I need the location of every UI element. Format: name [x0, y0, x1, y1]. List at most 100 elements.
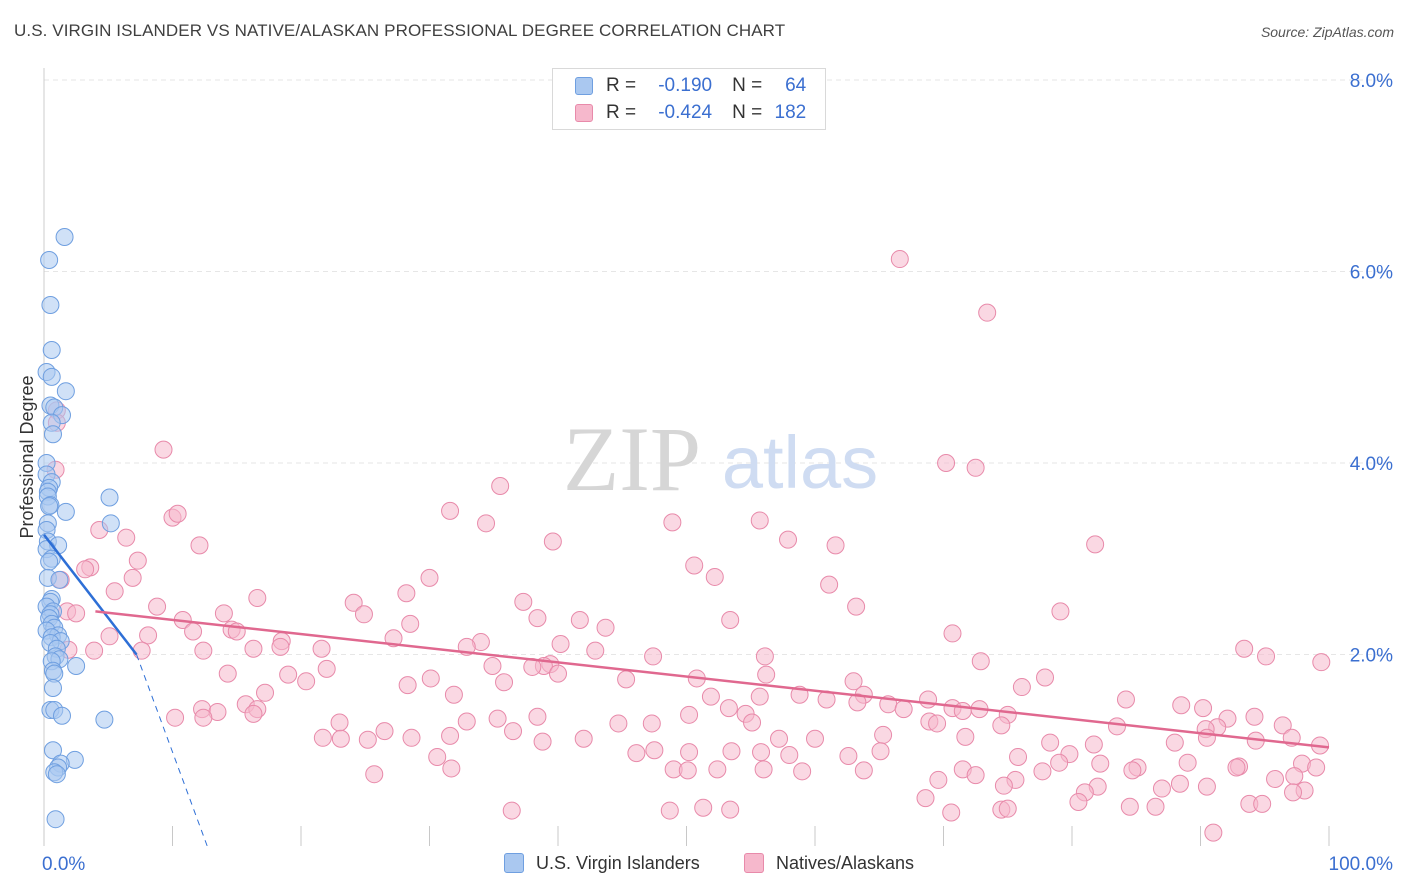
native-alaskan-point — [943, 624, 962, 643]
source-label: Source: ZipAtlas.com — [1260, 24, 1394, 40]
virgin-islander-point — [43, 425, 62, 444]
native-alaskan-point — [123, 568, 142, 587]
native-alaskan-point — [847, 597, 866, 616]
native-alaskan-point — [1285, 767, 1304, 786]
native-alaskan-point — [806, 729, 824, 748]
native-alaskan-point — [117, 528, 136, 547]
correlation-legend: R = -0.190 N = 64 R = -0.424 N = 182 — [552, 68, 826, 130]
native-alaskan-point — [1036, 668, 1055, 687]
native-alaskan-point — [551, 634, 570, 653]
native-alaskan-point — [721, 800, 740, 819]
y-tick-label: 8.0% — [1350, 71, 1393, 92]
native-alaskan-point — [780, 746, 799, 765]
native-alaskan-point — [953, 701, 972, 720]
y-tick-label: 4.0% — [1350, 454, 1393, 475]
x-tick-label-min: 0.0% — [42, 854, 85, 875]
n-label: N = — [732, 75, 763, 96]
native-alaskan-point — [992, 716, 1011, 735]
r-label: R = — [606, 102, 637, 123]
virgin-islander-point — [42, 341, 61, 360]
y-axis-title: Professional Degree — [17, 375, 37, 538]
native-alaskan-point — [998, 799, 1017, 818]
native-alaskan-point — [420, 568, 439, 587]
native-alaskan-point — [1050, 753, 1069, 772]
virgin-islander-point — [41, 296, 60, 315]
native-alaskan-point — [543, 532, 562, 551]
native-alaskan-point — [1197, 728, 1216, 747]
native-alaskan-point — [1273, 716, 1292, 735]
native-alaskan-point — [358, 730, 377, 749]
native-alaskan-point — [627, 744, 646, 763]
native-alaskan-point — [1197, 777, 1216, 796]
native-alaskan-point — [194, 641, 213, 660]
virgin-islander-point — [40, 251, 59, 270]
native-alaskan-point — [148, 597, 167, 616]
native-alaskan-point — [721, 611, 740, 630]
native-alaskan-point — [1086, 535, 1105, 554]
native-alaskan-point — [1041, 733, 1060, 752]
native-alaskan-point — [894, 700, 913, 719]
virgin-islander-point — [52, 706, 71, 725]
native-alaskan-point — [848, 693, 867, 712]
native-alaskan-point — [128, 551, 147, 570]
native-alaskan-point — [854, 761, 873, 780]
native-alaskan-point — [779, 530, 798, 549]
virgin-islanders-trend-line — [43, 534, 138, 656]
virgin-islander-point — [40, 497, 59, 516]
native-alaskan-point — [1245, 707, 1264, 726]
native-alaskan-point — [663, 513, 682, 532]
native-alaskan-point — [502, 801, 521, 820]
native-alaskan-point — [533, 732, 552, 751]
native-alaskan-point — [549, 664, 567, 683]
native-alaskan-point — [826, 536, 845, 555]
native-alaskan-point — [1312, 653, 1331, 672]
native-alaskan-point — [477, 514, 496, 533]
bottom-legend-label-virgin-islanders: U.S. Virgin Islanders — [536, 852, 700, 873]
native-alaskan-point — [1120, 797, 1139, 816]
native-alaskan-point — [750, 511, 769, 530]
n-label: N = — [732, 102, 763, 123]
native-alaskan-point — [757, 665, 776, 684]
native-alaskan-point — [154, 440, 173, 459]
native-alaskan-point — [1257, 647, 1276, 666]
native-alaskan-point — [839, 746, 858, 765]
native-alaskan-point — [680, 705, 699, 724]
virgin-islander-point — [101, 514, 120, 533]
native-alaskan-point — [750, 687, 769, 706]
native-alaskan-point — [214, 604, 233, 623]
legend-row-virgin-islanders: R = -0.190 N = 64 — [575, 74, 806, 98]
native-alaskan-point — [874, 725, 893, 744]
native-alaskan-point — [919, 690, 938, 709]
native-alaskan-point — [375, 722, 394, 741]
native-alaskan-point — [528, 609, 547, 628]
native-alaskan-point — [929, 770, 948, 789]
native-alaskan-point — [1284, 783, 1303, 802]
native-alaskan-point — [966, 458, 985, 477]
virgin-islander-point — [42, 367, 61, 386]
native-alaskan-point — [1033, 762, 1052, 781]
native-alaskan-point — [1194, 699, 1213, 718]
native-alaskan-point — [1178, 753, 1197, 772]
legend-swatch-blue — [575, 77, 593, 95]
native-alaskan-point — [1107, 717, 1126, 736]
native-alaskan-point — [514, 592, 533, 611]
native-alaskan-point — [678, 761, 697, 780]
native-alaskan-point — [701, 687, 720, 706]
native-alaskan-point — [844, 672, 863, 691]
native-alaskan-point — [793, 762, 812, 781]
native-alaskan-point — [397, 584, 416, 603]
watermark-zip: ZIP — [563, 408, 701, 510]
native-alaskan-point — [218, 664, 237, 683]
native-alaskan-point — [441, 726, 460, 745]
virgin-islander-point — [43, 679, 62, 698]
native-alaskan-point — [586, 641, 605, 660]
native-alaskan-point — [444, 685, 463, 704]
native-alaskan-point — [194, 708, 213, 727]
native-alaskan-point — [660, 801, 679, 820]
native-alaskan-point — [491, 476, 510, 495]
virgin-islanders-trend-extension — [136, 654, 208, 847]
native-alaskan-point — [495, 673, 514, 692]
native-alaskan-point — [1266, 769, 1285, 788]
legend-row-natives-alaskans: R = -0.424 N = 182 — [575, 101, 806, 125]
native-alaskan-point — [421, 669, 440, 688]
